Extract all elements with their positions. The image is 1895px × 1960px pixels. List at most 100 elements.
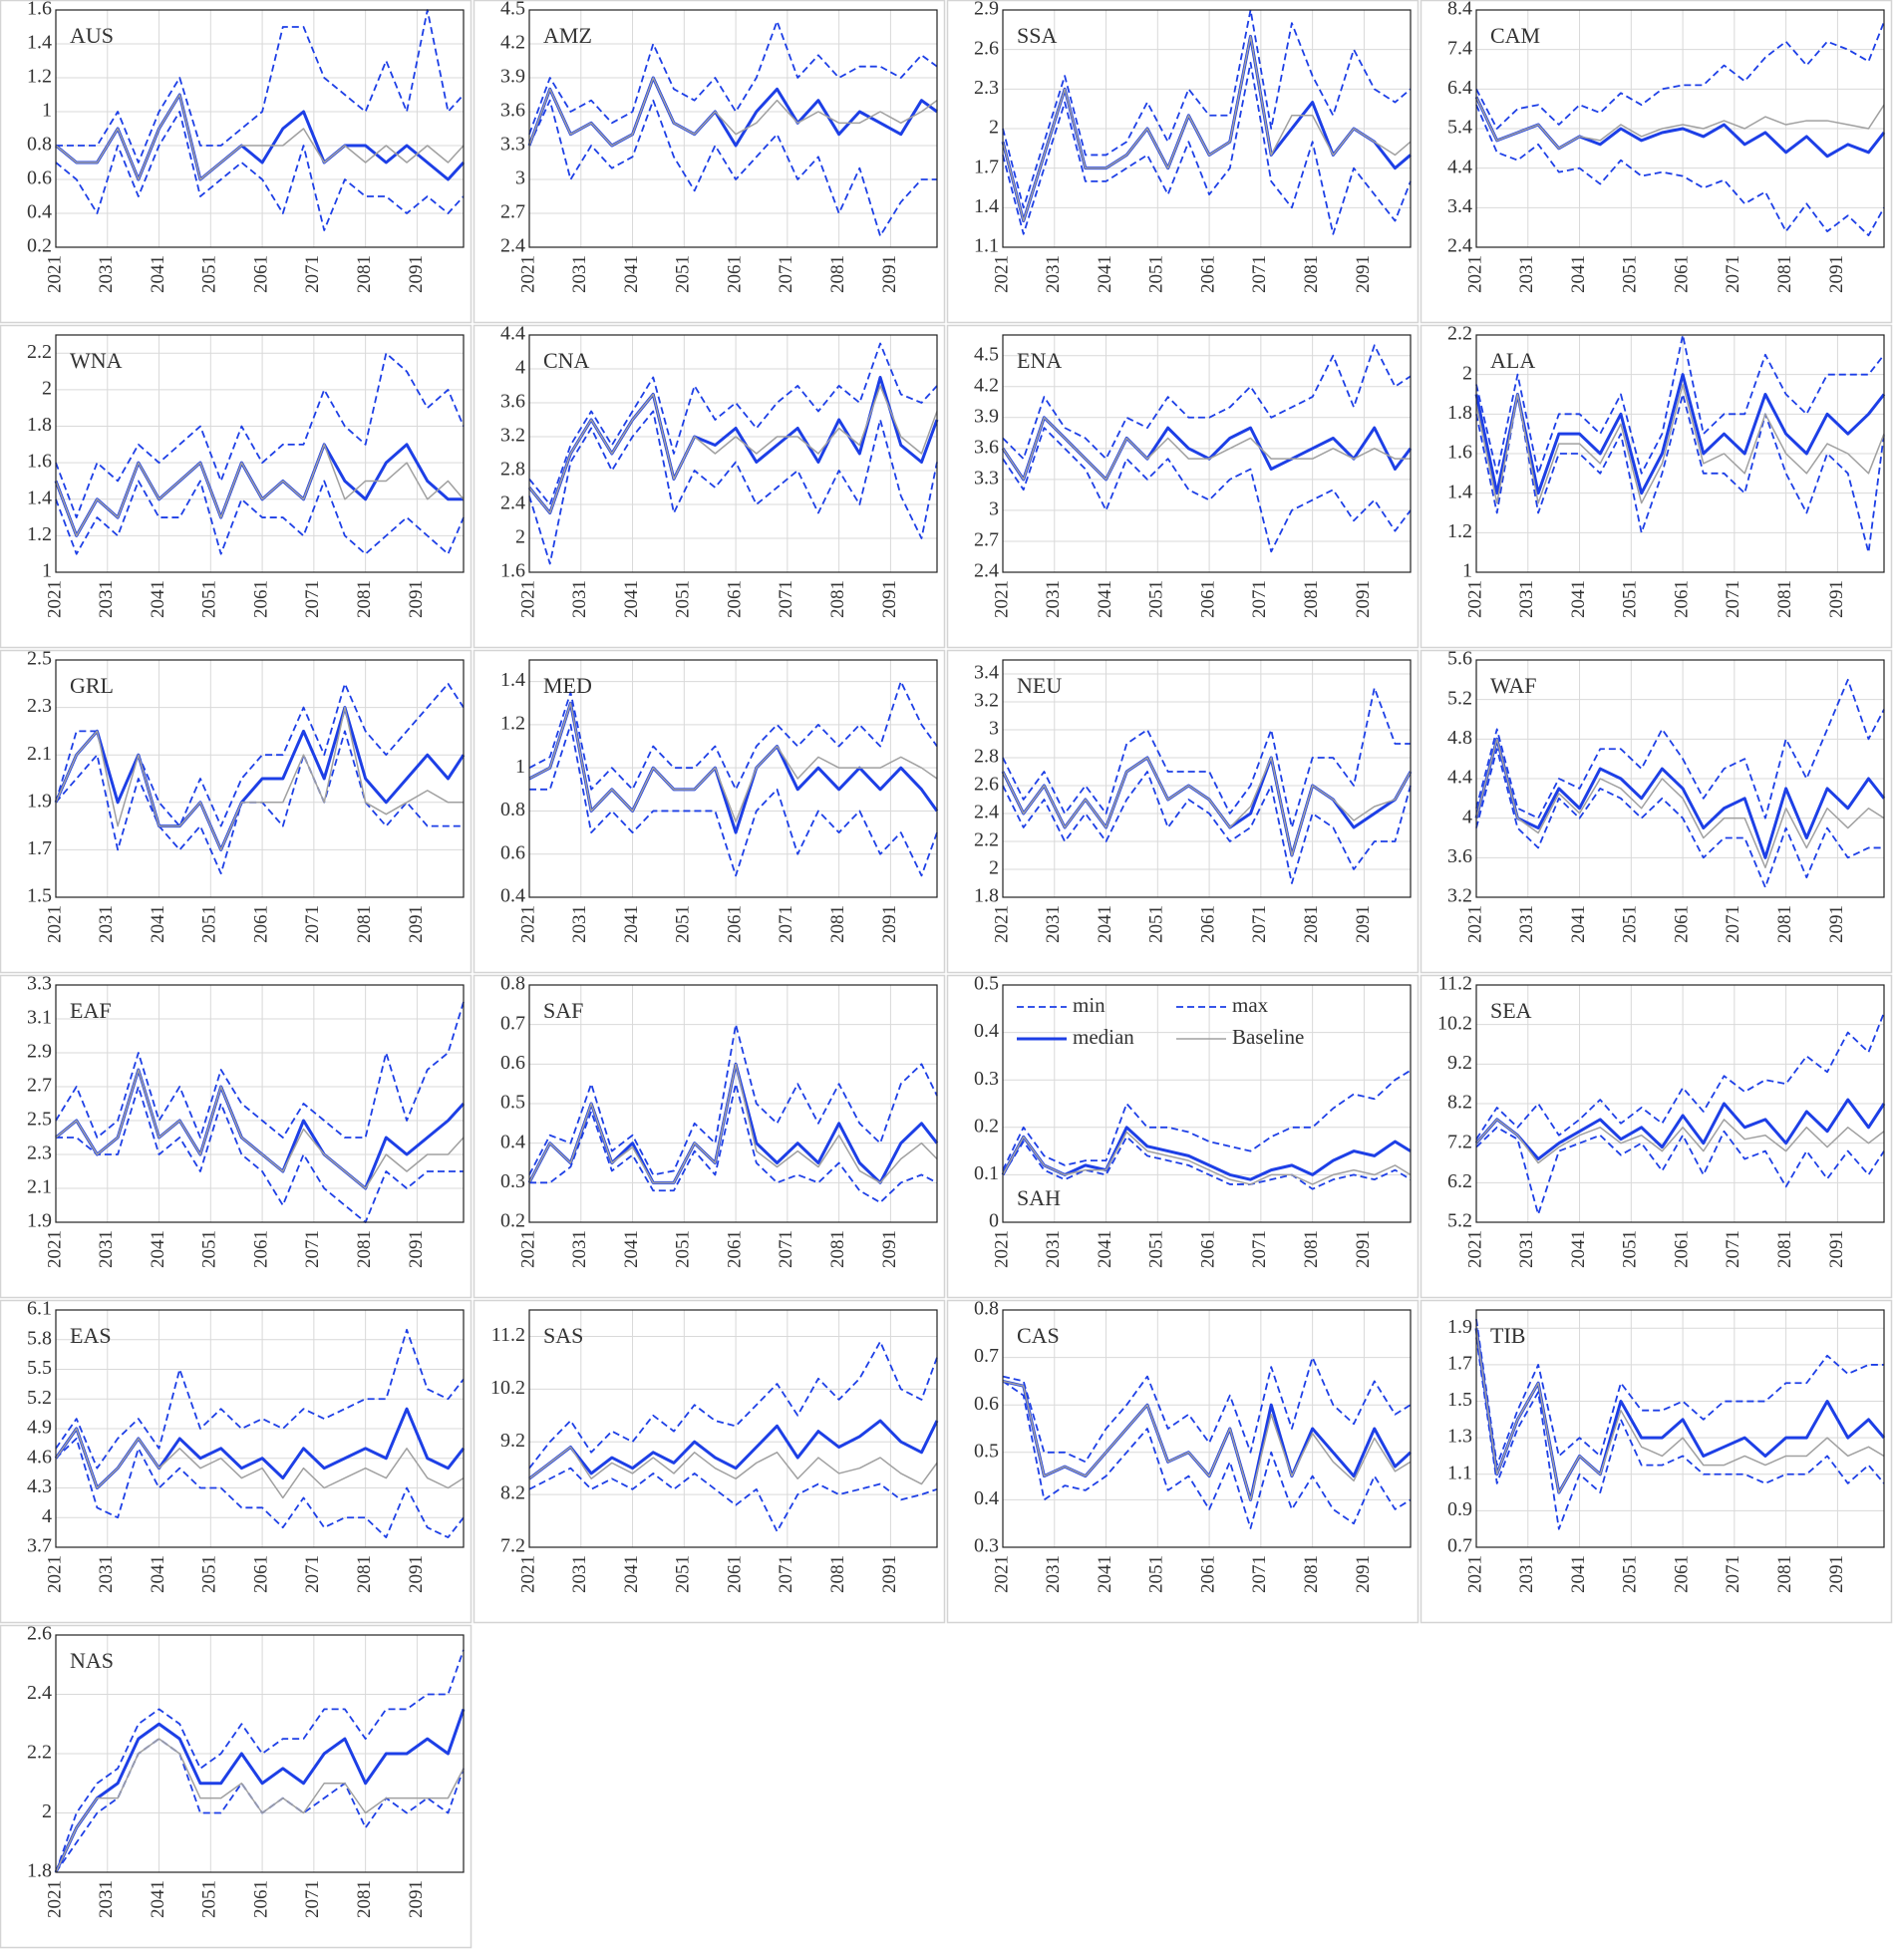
y-tick-label: 3.4 [1447, 195, 1472, 217]
x-tick-label: 2021 [1464, 1555, 1485, 1593]
panel-title: AUS [70, 23, 114, 48]
series-line [1475, 334, 1885, 475]
x-tick-label: 2051 [1620, 255, 1641, 293]
x-tick-label: 2041 [148, 1555, 168, 1593]
x-tick-label: 2081 [827, 1230, 848, 1268]
series-line [55, 1001, 465, 1139]
y-tick-label: 4 [1462, 806, 1472, 827]
series-line [55, 480, 465, 555]
plot-frame [55, 9, 465, 248]
series-line [1002, 757, 1412, 856]
panel-title: EAS [70, 1323, 112, 1348]
x-tick-label: 2061 [1671, 255, 1692, 293]
series-line [528, 680, 938, 791]
x-tick-label: 2091 [1353, 905, 1374, 943]
x-tick-label: 2081 [1774, 1555, 1795, 1593]
x-tick-label: 2041 [1095, 580, 1115, 618]
x-tick-label: 2031 [1516, 580, 1537, 618]
y-tick-label: 1 [1462, 560, 1472, 582]
x-tick-label: 2081 [1774, 1230, 1795, 1268]
y-tick-label: 3.4 [974, 662, 999, 684]
y-tick-label: 0.2 [974, 1115, 999, 1137]
x-tick-label: 2021 [991, 580, 1012, 618]
x-tick-label: 2051 [673, 905, 694, 943]
x-tick-label: 2021 [517, 255, 538, 293]
series-line [55, 706, 464, 851]
panel: 0.7 0.9 1.1 1.3 1.5 1.7 1.9 2021 2031 2041 2051 206… [1420, 1299, 1893, 1624]
y-tick-label: 2 [989, 117, 999, 139]
panel-title: SEA [1490, 998, 1532, 1023]
y-tick-label: 0.8 [500, 973, 525, 995]
y-tick-label: 2.6 [974, 37, 999, 59]
x-tick-label: 2081 [1301, 1230, 1322, 1268]
panel: 2.4 3.4 4.4 5.4 6.4 7.4 8.4 2021 2031 2041 2051 206… [1420, 0, 1893, 324]
y-tick-label: 10.2 [1437, 1012, 1472, 1034]
y-tick-label: 1.6 [27, 0, 52, 20]
x-tick-label: 2021 [517, 905, 538, 943]
legend-label: median [1073, 1025, 1134, 1049]
y-tick-label: 4 [42, 1505, 52, 1527]
x-tick-label: 2021 [44, 1880, 65, 1918]
x-tick-label: 2061 [250, 1880, 271, 1918]
x-tick-label: 2071 [1723, 580, 1743, 618]
x-tick-label: 2081 [1301, 905, 1322, 943]
y-tick-label: 2.2 [27, 1742, 52, 1764]
series-line [1002, 344, 1412, 461]
series-line [528, 342, 938, 505]
panel-title: ENA [1017, 348, 1062, 373]
y-tick-label: 1.7 [1447, 1353, 1472, 1375]
x-tick-label: 2061 [1197, 580, 1218, 618]
x-tick-label: 2031 [569, 1230, 590, 1268]
panel: 1 1.2 1.4 1.6 1.8 2 2.2 2021 2031 2041 2051 2061 207… [0, 324, 473, 649]
panel-title: CNA [543, 348, 590, 373]
plot-frame [55, 1309, 465, 1548]
y-tick-label: 0.7 [500, 1012, 525, 1034]
y-tick-label: 2.2 [27, 341, 52, 363]
plot-frame [1002, 9, 1412, 248]
y-tick-label: 1.5 [27, 885, 52, 907]
series-line [56, 1086, 464, 1223]
y-tick-label: 1.9 [1447, 1316, 1472, 1338]
series-line [1475, 1328, 1885, 1493]
x-tick-label: 2031 [569, 1555, 590, 1593]
y-tick-label: 5.4 [1447, 117, 1472, 139]
y-tick-label: 0.4 [974, 1020, 999, 1042]
series-line [55, 1428, 465, 1499]
x-tick-label: 2071 [1249, 1555, 1270, 1593]
panel: 0.4 0.6 0.8 1 1.2 1.4 2021 2031 2041 2051 2061 2071… [473, 649, 946, 974]
y-tick-label: 1.6 [27, 451, 52, 473]
y-tick-label: 7.4 [1447, 37, 1472, 59]
x-tick-label: 2021 [991, 1555, 1012, 1593]
series-line [1475, 748, 1884, 888]
plot-frame [1002, 984, 1412, 1223]
x-tick-label: 2091 [879, 1230, 900, 1268]
x-tick-label: 2051 [199, 1880, 220, 1918]
x-tick-label: 2051 [1146, 905, 1167, 943]
panel-title: GRL [70, 673, 114, 698]
y-tick-label: 3 [989, 498, 999, 520]
series-line [1002, 687, 1411, 828]
x-tick-label: 2081 [354, 580, 375, 618]
x-tick-label: 2091 [1353, 1555, 1374, 1593]
x-tick-label: 2061 [250, 1230, 271, 1268]
plot-frame [55, 334, 465, 573]
x-tick-label: 2081 [1774, 255, 1795, 293]
y-tick-label: 8.4 [1447, 0, 1472, 20]
x-tick-label: 2041 [1095, 905, 1115, 943]
x-tick-label: 2071 [1249, 580, 1270, 618]
plot-frame [528, 334, 938, 573]
panel: 0.2 0.4 0.6 0.8 1 1.2 1.4 1.6 2021 2031 2041 2051 20… [0, 0, 473, 324]
x-tick-label: 2091 [1826, 580, 1847, 618]
x-tick-label: 2061 [250, 580, 271, 618]
y-tick-label: 1.1 [1447, 1462, 1472, 1483]
y-tick-label: 1.1 [974, 235, 999, 257]
y-tick-label: 1.2 [27, 523, 52, 545]
x-tick-label: 2061 [250, 255, 271, 293]
y-tick-label: 0.5 [974, 973, 999, 995]
y-tick-label: 7.2 [1447, 1131, 1472, 1152]
y-tick-label: 5.2 [1447, 1210, 1472, 1232]
series-line [1474, 1098, 1886, 1161]
x-tick-label: 2091 [406, 580, 427, 618]
x-tick-label: 2021 [991, 1230, 1012, 1268]
y-tick-label: 8.2 [500, 1482, 525, 1504]
